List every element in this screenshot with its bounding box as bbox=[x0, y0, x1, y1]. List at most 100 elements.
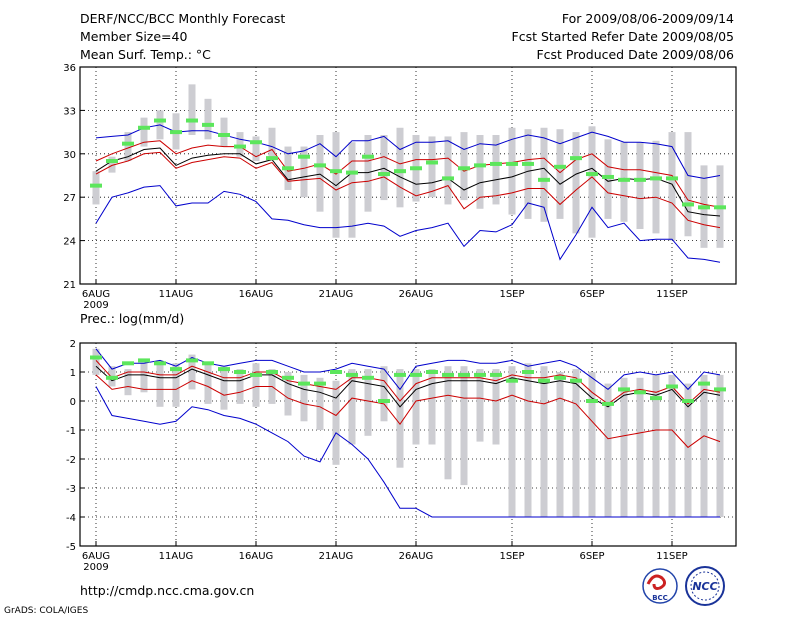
green-marker bbox=[538, 378, 550, 383]
range-bar bbox=[348, 142, 356, 238]
green-marker bbox=[650, 396, 662, 401]
chart-title: DERF/NCC/BCC Monthly Forecast bbox=[80, 11, 286, 26]
series-ensemble-mean bbox=[95, 365, 721, 408]
range-bar bbox=[380, 366, 388, 422]
green-marker bbox=[570, 378, 582, 383]
green-marker bbox=[138, 125, 150, 130]
green-marker bbox=[122, 141, 134, 146]
green-marker bbox=[714, 205, 726, 210]
range-bar bbox=[460, 132, 468, 201]
x-year-label: 2009 bbox=[83, 300, 108, 311]
x-tick-label: 6SEP bbox=[579, 289, 604, 300]
range-bar bbox=[300, 374, 308, 422]
range-bar bbox=[188, 354, 196, 390]
range-bar bbox=[172, 363, 180, 407]
member-size: Member Size=40 bbox=[80, 29, 188, 44]
range-bar bbox=[188, 84, 196, 135]
green-marker bbox=[618, 387, 630, 392]
range-bar bbox=[652, 140, 660, 234]
range-bar bbox=[668, 374, 676, 517]
green-marker bbox=[522, 370, 534, 374]
green-marker bbox=[266, 156, 278, 161]
range-bar bbox=[108, 156, 116, 173]
green-marker bbox=[346, 372, 358, 377]
range-bar bbox=[364, 134, 372, 212]
range-bar bbox=[636, 142, 644, 230]
forecast-produced-date: Fcst Produced Date 2009/08/06 bbox=[536, 47, 734, 62]
range-bar bbox=[668, 132, 676, 241]
source-url[interactable]: http://cmdp.ncc.cma.gov.cn bbox=[80, 583, 255, 598]
green-marker bbox=[506, 161, 518, 166]
green-marker bbox=[634, 390, 646, 395]
x-tick-label: 26AUG bbox=[399, 289, 434, 300]
range-bar bbox=[396, 369, 404, 468]
range-bar bbox=[620, 377, 628, 517]
green-marker bbox=[122, 361, 134, 366]
green-marker bbox=[90, 183, 102, 188]
green-marker bbox=[170, 367, 182, 372]
green-marker bbox=[314, 163, 326, 168]
range-bar bbox=[204, 363, 212, 404]
green-marker bbox=[458, 372, 470, 377]
range-bar bbox=[492, 134, 500, 205]
y-tick-label: -1 bbox=[66, 426, 76, 437]
x-tick-label: 21AUG bbox=[319, 289, 354, 300]
range-bar bbox=[428, 369, 436, 445]
range-bar bbox=[508, 127, 516, 215]
series-red-low bbox=[95, 374, 721, 449]
range-bar bbox=[124, 132, 132, 162]
y-tick-label: 21 bbox=[63, 280, 76, 291]
y-tick-label: 2 bbox=[70, 339, 76, 350]
x-tick-label: 16AUG bbox=[239, 289, 274, 300]
green-marker bbox=[682, 202, 694, 207]
green-marker bbox=[506, 378, 518, 383]
range-bar bbox=[636, 377, 644, 517]
range-bar bbox=[332, 132, 340, 238]
green-marker bbox=[714, 387, 726, 392]
range-bar bbox=[556, 372, 564, 517]
range-bar bbox=[572, 369, 580, 517]
x-tick-label: 11AUG bbox=[159, 289, 194, 300]
green-marker bbox=[426, 160, 438, 165]
x-tick-label: 11SEP bbox=[656, 289, 687, 300]
green-marker bbox=[458, 166, 470, 171]
y-tick-label: -5 bbox=[66, 542, 76, 553]
y-tick-label: 24 bbox=[63, 237, 76, 248]
range-bar bbox=[92, 348, 100, 375]
series-ensemble-mean bbox=[95, 147, 721, 217]
range-bar bbox=[300, 146, 308, 198]
range-bar bbox=[588, 372, 596, 517]
green-marker bbox=[586, 172, 598, 177]
range-bar bbox=[684, 383, 692, 517]
x-tick-label: 6SEP bbox=[579, 551, 604, 562]
green-marker bbox=[442, 176, 454, 181]
green-marker bbox=[218, 367, 230, 372]
series-lower bbox=[95, 386, 720, 518]
green-marker bbox=[522, 161, 534, 166]
green-marker bbox=[666, 384, 678, 389]
ncc-logo: NCC bbox=[685, 566, 725, 606]
green-marker bbox=[490, 372, 502, 377]
series-red-high bbox=[95, 360, 721, 405]
green-marker bbox=[474, 163, 486, 168]
green-marker bbox=[362, 154, 374, 159]
range-bar bbox=[652, 374, 660, 517]
green-marker bbox=[154, 361, 166, 366]
range-bar bbox=[140, 117, 148, 147]
series-lower bbox=[95, 185, 721, 263]
green-marker bbox=[314, 381, 326, 386]
green-marker bbox=[330, 370, 342, 374]
green-marker bbox=[186, 358, 198, 363]
range-bar bbox=[380, 134, 388, 201]
range-bar bbox=[540, 366, 548, 517]
ncc-logo-text: NCC bbox=[692, 580, 717, 593]
range-bar bbox=[524, 363, 532, 517]
range-bar bbox=[252, 136, 260, 162]
y-tick-label: -4 bbox=[66, 513, 76, 524]
green-marker bbox=[330, 169, 342, 174]
green-marker bbox=[538, 177, 550, 182]
range-bar bbox=[492, 369, 500, 445]
bcc-logo-text: BCC bbox=[652, 594, 668, 602]
range-bar bbox=[716, 374, 724, 517]
